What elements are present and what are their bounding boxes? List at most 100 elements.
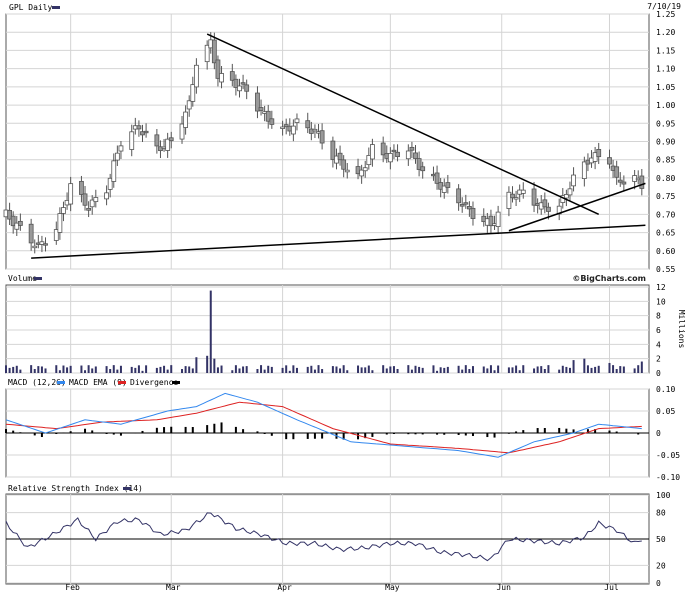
volume-bar — [486, 368, 489, 373]
price-tick-label: 0.80 — [656, 174, 675, 183]
volume-bar — [339, 368, 342, 373]
volume-bar — [91, 368, 94, 373]
volume-bar — [55, 365, 58, 373]
volume-bar — [238, 368, 241, 373]
price-candle — [39, 241, 45, 245]
price-candle — [488, 215, 494, 227]
volume-legend-swatch — [34, 277, 42, 280]
divergence-bar — [234, 426, 237, 433]
divergence-bar — [471, 433, 474, 437]
volume-bar — [163, 365, 166, 373]
volume-bar — [518, 370, 521, 373]
rsi-tick-label: 80 — [656, 509, 666, 518]
rsi-label: Relative Strength Index (14) — [8, 484, 143, 493]
volume-bar — [33, 369, 36, 373]
divergence-bar — [220, 422, 223, 433]
divergence-bar — [163, 427, 166, 433]
price-candle — [190, 84, 196, 102]
volume-bar — [137, 365, 140, 373]
divergence-bar — [565, 428, 568, 433]
price-candle — [114, 152, 120, 161]
volume-bar — [536, 366, 539, 373]
volume-bar — [640, 361, 643, 373]
price-tick-label: 1.10 — [656, 65, 675, 74]
volume-bar — [66, 367, 69, 373]
volume-bar — [87, 365, 90, 373]
volume-bar — [310, 365, 313, 373]
volume-bar — [619, 366, 622, 373]
price-candle — [215, 59, 221, 79]
volume-bar — [511, 367, 514, 373]
rsi-y-axis: 100 80 50 20 0 — [656, 491, 671, 588]
macd-y-axis: 0.10 0.05 0 -0.05 -0.10 — [656, 385, 680, 482]
price-candle — [542, 199, 548, 208]
volume-bar — [170, 365, 173, 373]
divergence-bar — [155, 427, 158, 433]
volume-bar — [597, 365, 600, 373]
volume-bar — [306, 366, 309, 373]
divergence-bar — [105, 433, 108, 434]
price-candle — [495, 211, 501, 227]
price-candle — [14, 222, 20, 230]
rsi-tick-label: 50 — [656, 535, 666, 544]
volume-bar — [533, 368, 536, 373]
volume-bar — [317, 365, 320, 373]
volume-bar — [12, 366, 15, 373]
volume-bar — [615, 369, 618, 373]
volume-bar — [321, 369, 324, 373]
volume-tick-label: 10 — [656, 297, 666, 306]
divergence-bar — [292, 433, 295, 440]
volume-bar — [188, 366, 191, 373]
volume-bar — [360, 367, 363, 373]
price-candle — [466, 206, 472, 210]
divergence-bar — [615, 431, 618, 433]
price-candle — [510, 193, 515, 199]
divergence-bar — [242, 429, 245, 433]
divergence-bar — [313, 433, 316, 439]
volume-bar — [493, 370, 496, 373]
volume-bar — [583, 358, 586, 373]
price-candle — [17, 220, 23, 226]
volume-bar — [263, 369, 266, 373]
divergence-bar — [134, 432, 137, 434]
volume-bar — [109, 369, 112, 373]
divergence-bar — [184, 426, 187, 433]
divergence-bar — [385, 433, 388, 435]
volume-bar — [392, 366, 395, 373]
price-candle — [193, 64, 199, 88]
price-candle — [571, 174, 576, 187]
volume-bar — [335, 366, 338, 373]
price-candle — [596, 149, 602, 158]
price-candle — [10, 215, 16, 227]
price-candle — [546, 206, 551, 212]
volume-bar — [396, 369, 399, 373]
price-candle — [513, 197, 519, 200]
price-candle — [129, 131, 135, 150]
divergence-bar — [69, 431, 72, 433]
rsi-panel: 100 80 50 20 0 Relative Strength Index (14) — [5, 484, 671, 588]
volume-bar — [471, 366, 474, 373]
volume-bar — [58, 370, 61, 373]
price-candle — [420, 166, 426, 172]
volume-bar — [371, 370, 374, 373]
price-tick-label: 0.70 — [656, 210, 675, 219]
volume-bar — [134, 367, 137, 373]
macd-tick-label: 0 — [656, 429, 661, 438]
price-tick-label: 0.65 — [656, 229, 675, 238]
divergence-bar — [371, 433, 374, 437]
price-candle — [79, 180, 84, 195]
volume-bar — [112, 365, 115, 373]
macd-tick-label: -0.05 — [656, 451, 680, 460]
volume-bar — [622, 366, 625, 373]
divergence-bar — [507, 432, 510, 434]
price-candle — [265, 110, 271, 122]
price-candle — [405, 150, 411, 160]
divergence-bar — [436, 433, 439, 435]
price-candle — [240, 82, 246, 85]
price-candle — [104, 192, 109, 200]
price-candle — [143, 130, 149, 134]
macd-ema-line — [5, 401, 642, 454]
volume-bar — [457, 365, 460, 373]
volume-bar — [572, 360, 575, 373]
